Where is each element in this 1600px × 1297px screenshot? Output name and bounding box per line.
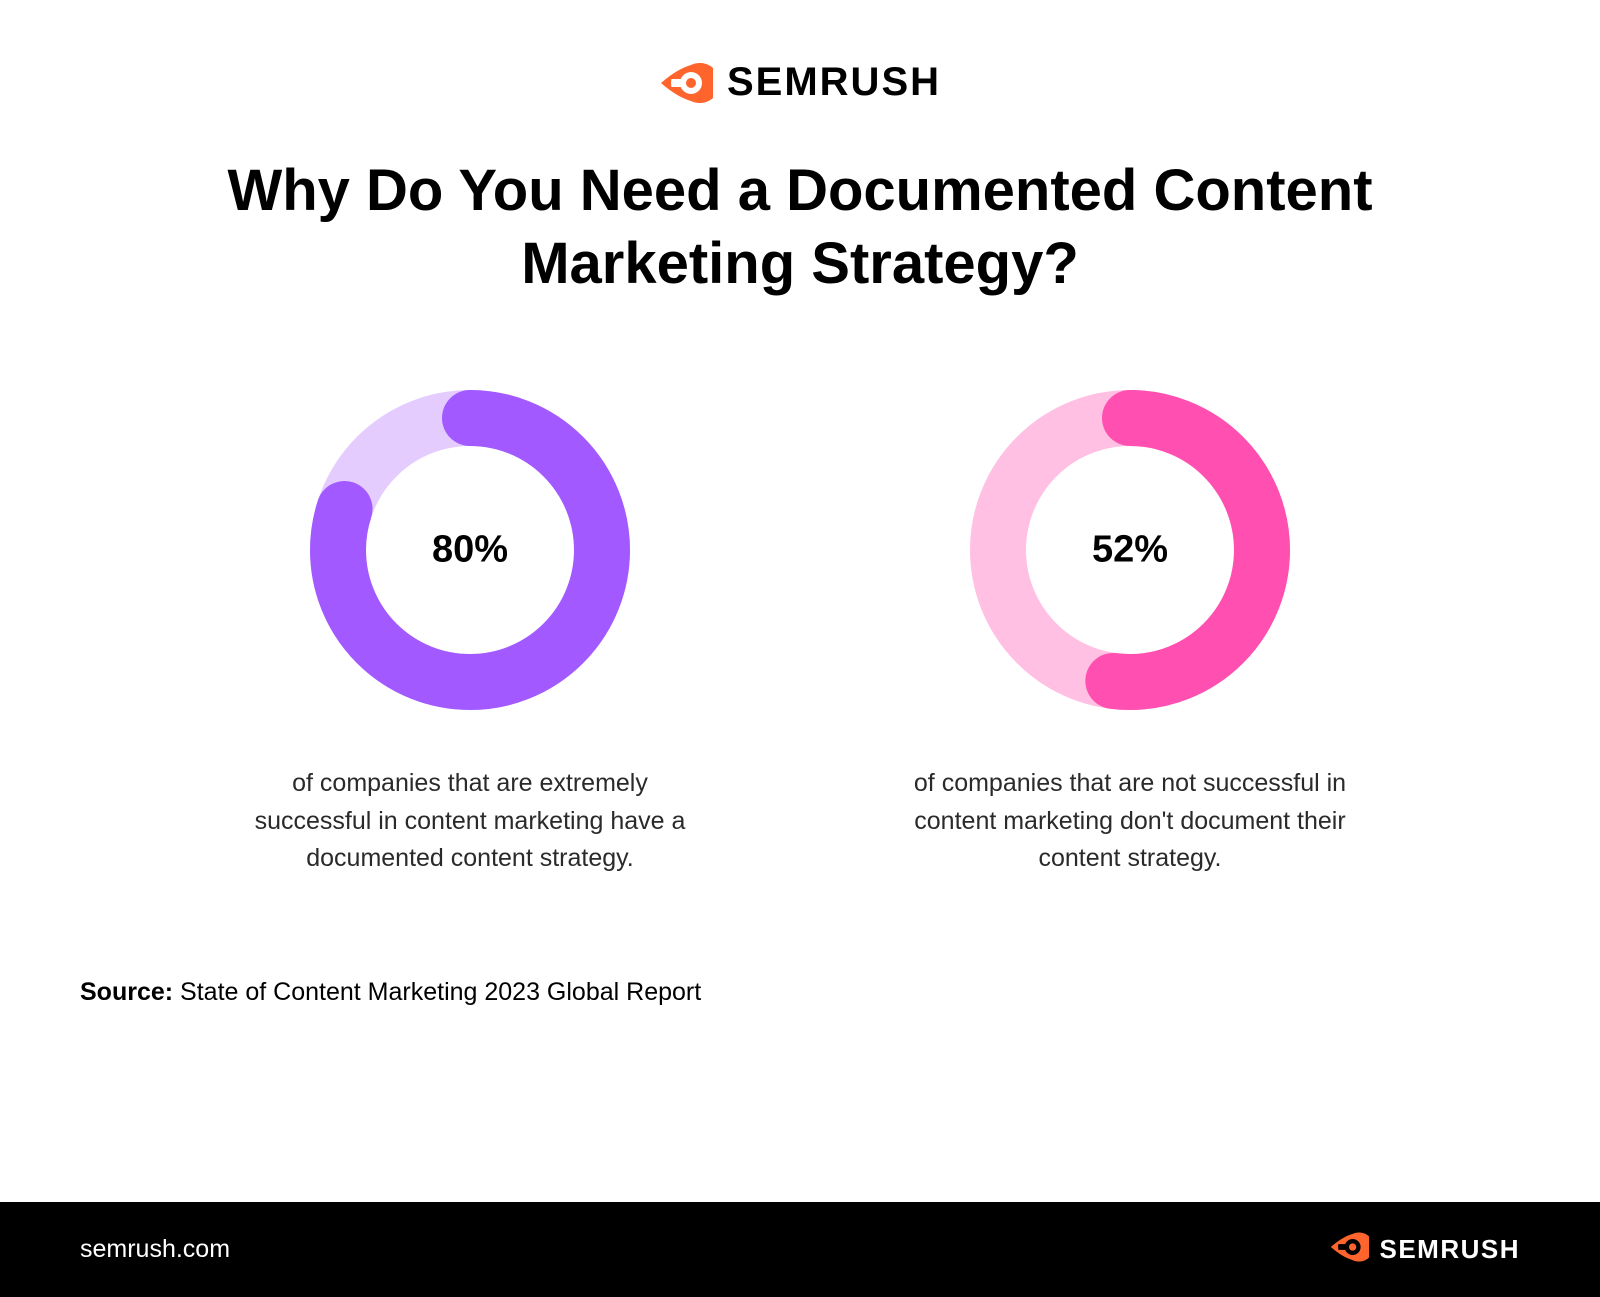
- brand-logo-footer: SEMRUSH: [1329, 1231, 1520, 1268]
- source-line: Source: State of Content Marketing 2023 …: [80, 978, 1520, 1007]
- charts-row: 80% of companies that are extremely succ…: [80, 390, 1520, 878]
- footer-url: semrush.com: [80, 1235, 230, 1264]
- chart-item-unsuccessful: 52% of companies that are not successful…: [890, 390, 1370, 878]
- brand-logo-top: SEMRUSH: [80, 60, 1520, 105]
- chart-desc-1: of companies that are extremely successf…: [240, 765, 700, 878]
- source-text: State of Content Marketing 2023 Global R…: [173, 978, 701, 1006]
- brand-name-footer: SEMRUSH: [1379, 1234, 1520, 1265]
- donut-percent-label: 52%: [1092, 529, 1168, 572]
- semrush-flame-icon: [1329, 1231, 1369, 1268]
- semrush-flame-icon: [659, 61, 713, 105]
- infographic-title: Why Do You Need a Documented Content Mar…: [140, 155, 1460, 300]
- donut-chart-1: 80%: [310, 390, 630, 710]
- brand-name-top: SEMRUSH: [727, 60, 941, 105]
- donut-chart-2: 52%: [970, 390, 1290, 710]
- source-label: Source:: [80, 978, 173, 1006]
- footer-bar: semrush.com SEMRUSH: [0, 1202, 1600, 1297]
- donut-percent-label: 80%: [432, 529, 508, 572]
- main-content: SEMRUSH Why Do You Need a Documented Con…: [0, 0, 1600, 1007]
- chart-item-successful: 80% of companies that are extremely succ…: [230, 390, 710, 878]
- chart-desc-2: of companies that are not successful in …: [900, 765, 1360, 878]
